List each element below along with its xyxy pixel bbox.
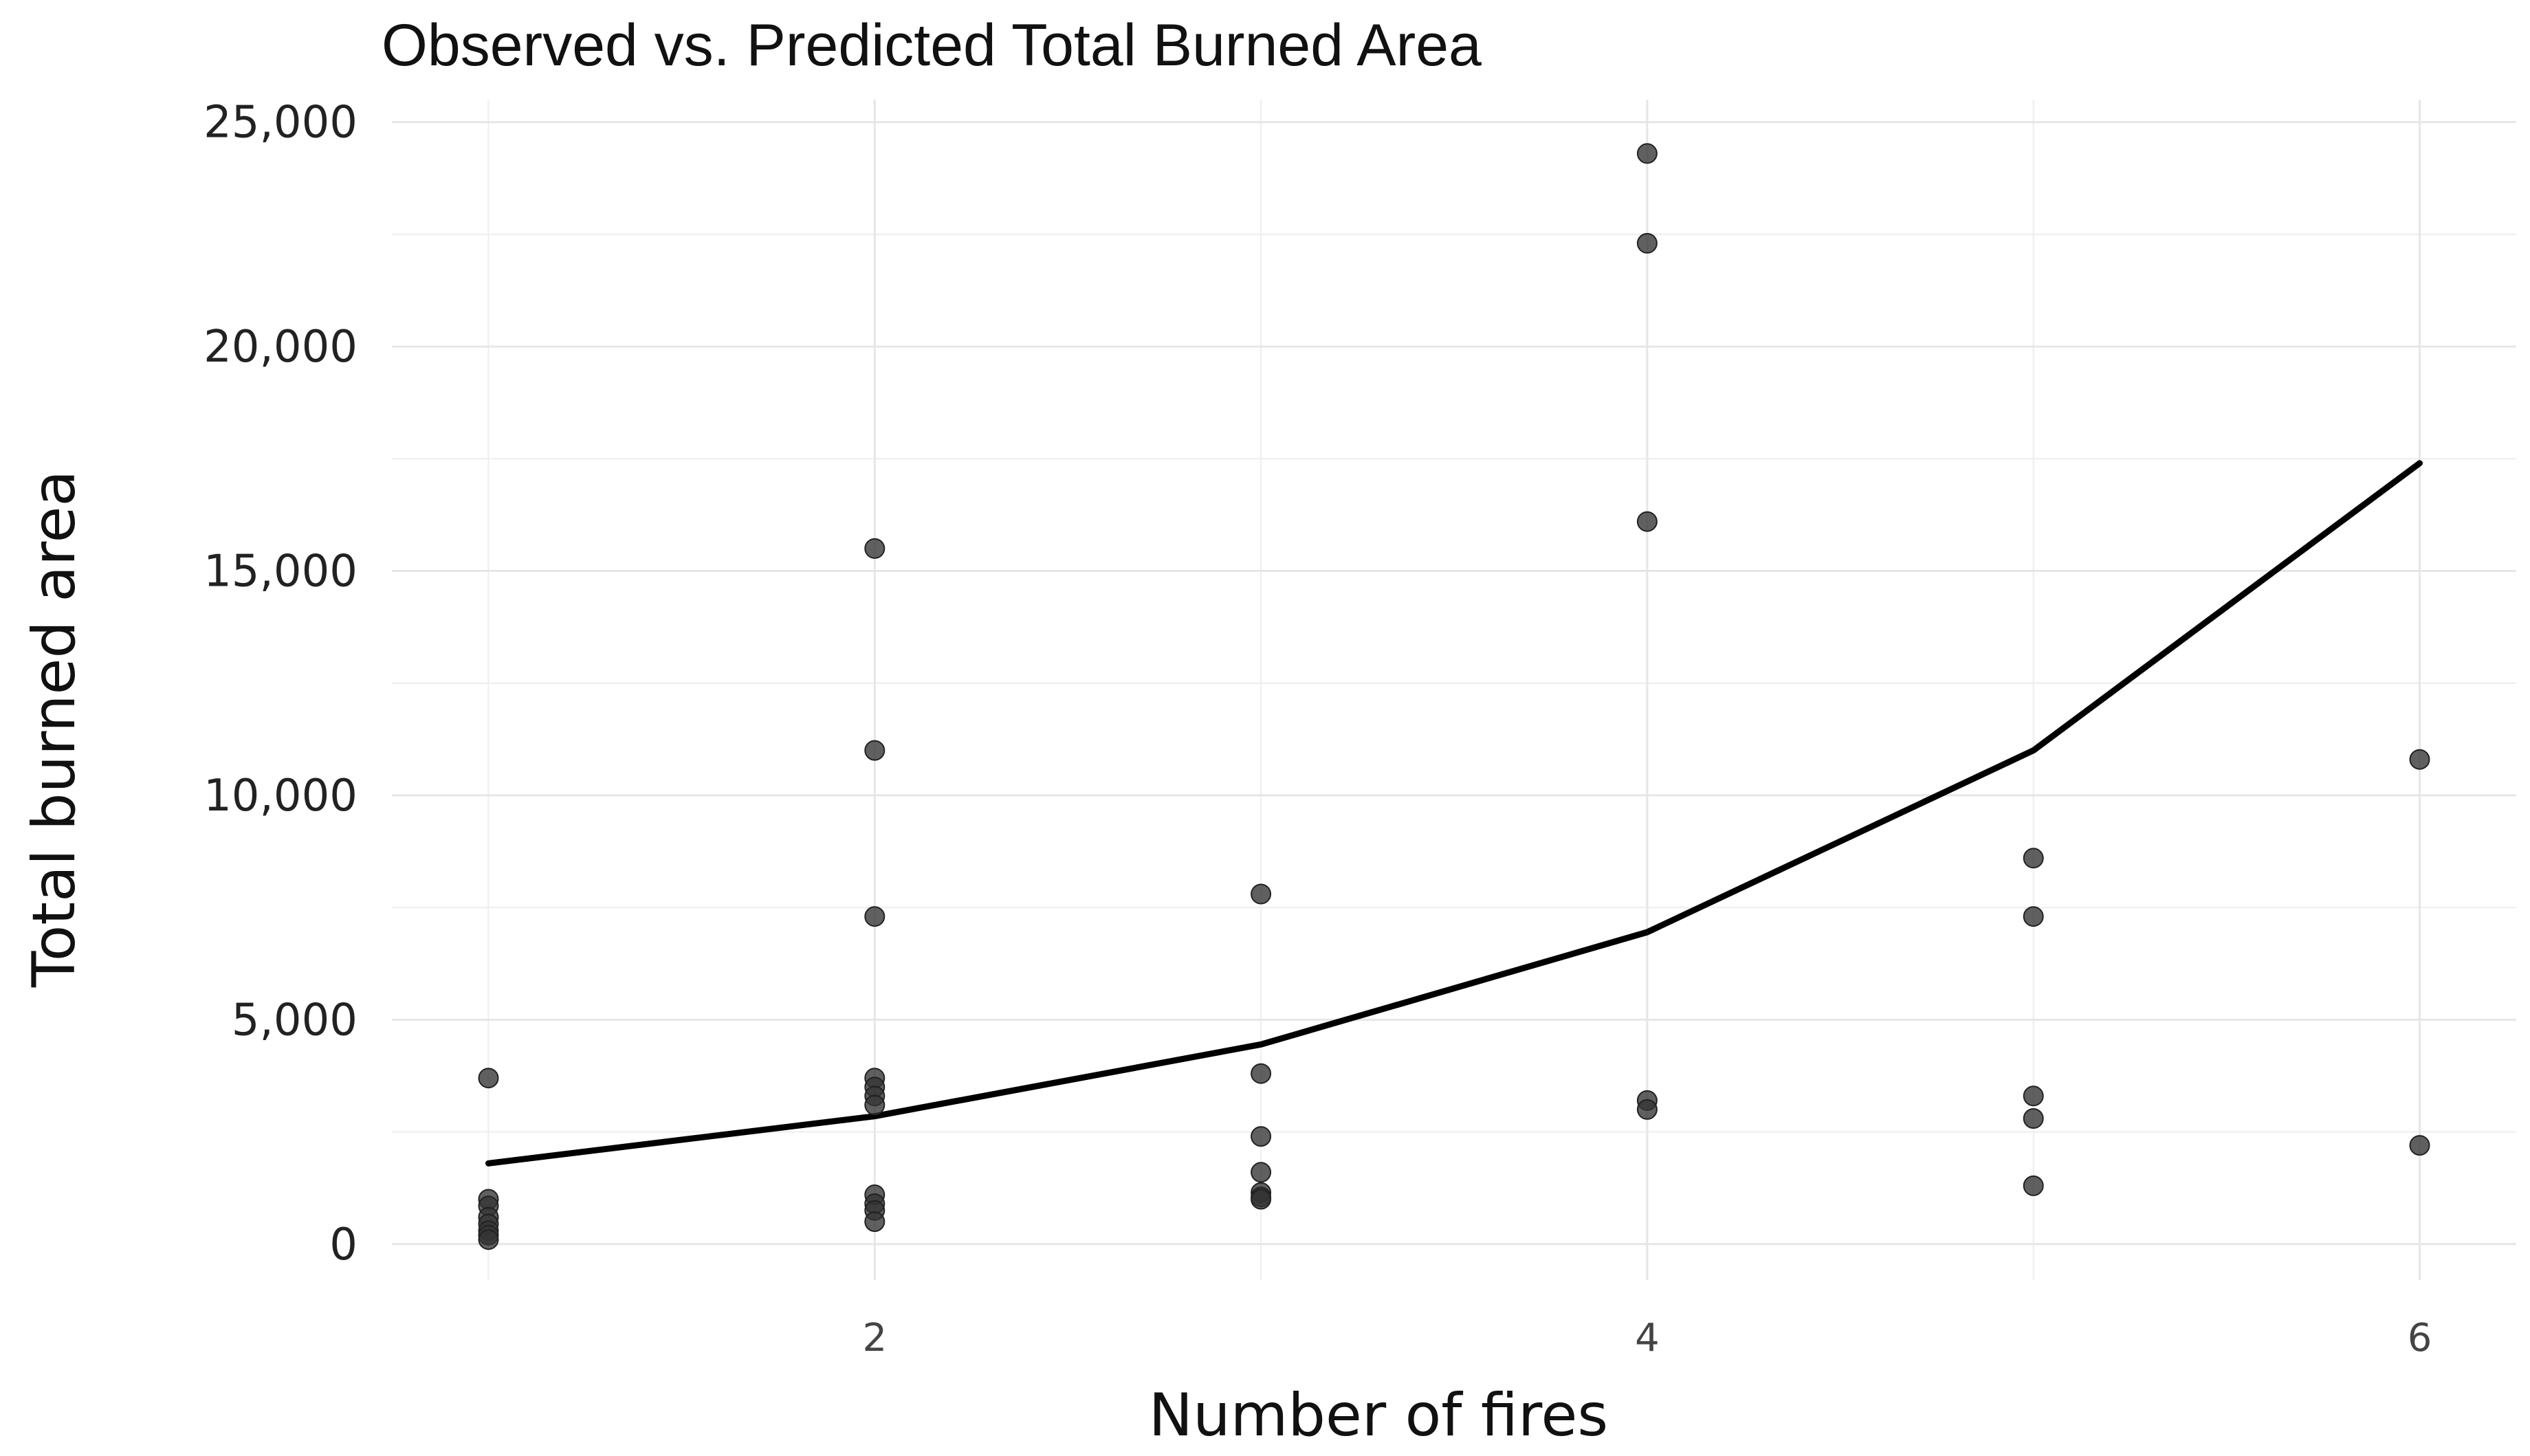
- data-point: [2023, 1108, 2044, 1129]
- y-axis-label: Total burned area: [20, 470, 89, 988]
- data-point: [1251, 1063, 1272, 1084]
- y-tick-label: 0: [329, 1220, 358, 1270]
- grid-lines: [392, 100, 2516, 1280]
- x-tick-label: 2: [862, 1316, 887, 1360]
- y-tick-label: 10,000: [204, 771, 358, 821]
- predicted-line: [485, 460, 2423, 1167]
- y-tick-label: 5,000: [232, 995, 358, 1046]
- data-point: [1251, 1162, 1272, 1183]
- data-point: [2023, 1175, 2044, 1196]
- data-point: [864, 1211, 886, 1233]
- data-point: [1636, 511, 1658, 532]
- data-point: [2409, 1135, 2430, 1156]
- data-point: [1251, 883, 1272, 905]
- y-tick-label: 20,000: [204, 322, 358, 373]
- data-point: [864, 906, 886, 927]
- x-tick-label: 4: [1635, 1316, 1660, 1360]
- fitted-line-layer: [485, 460, 2423, 1167]
- y-tick-label: 15,000: [204, 546, 358, 597]
- data-point: [864, 538, 886, 559]
- data-point: [2023, 906, 2044, 927]
- data-point: [1251, 1126, 1272, 1147]
- data-point: [1636, 143, 1658, 164]
- data-point: [1636, 1099, 1658, 1120]
- y-tick-labels: 0 5,000 10,000 15,000 20,000 25,000: [204, 98, 358, 1270]
- x-tick-labels: 2 4 6: [862, 1316, 2432, 1360]
- data-point: [478, 1229, 499, 1250]
- x-tick-label: 6: [2408, 1316, 2432, 1360]
- x-axis-label: Number of fires: [1149, 1381, 1608, 1450]
- data-point: [2409, 749, 2430, 770]
- data-point: [1251, 1189, 1272, 1210]
- data-point: [864, 1094, 886, 1116]
- data-point: [478, 1068, 499, 1089]
- data-point: [864, 740, 886, 761]
- chart-title: Observed vs. Predicted Total Burned Area: [382, 12, 1482, 78]
- data-point: [2023, 848, 2044, 869]
- data-point: [2023, 1085, 2044, 1107]
- observed-points: [478, 143, 2430, 1250]
- y-tick-label: 25,000: [204, 98, 358, 148]
- data-point: [1636, 232, 1658, 254]
